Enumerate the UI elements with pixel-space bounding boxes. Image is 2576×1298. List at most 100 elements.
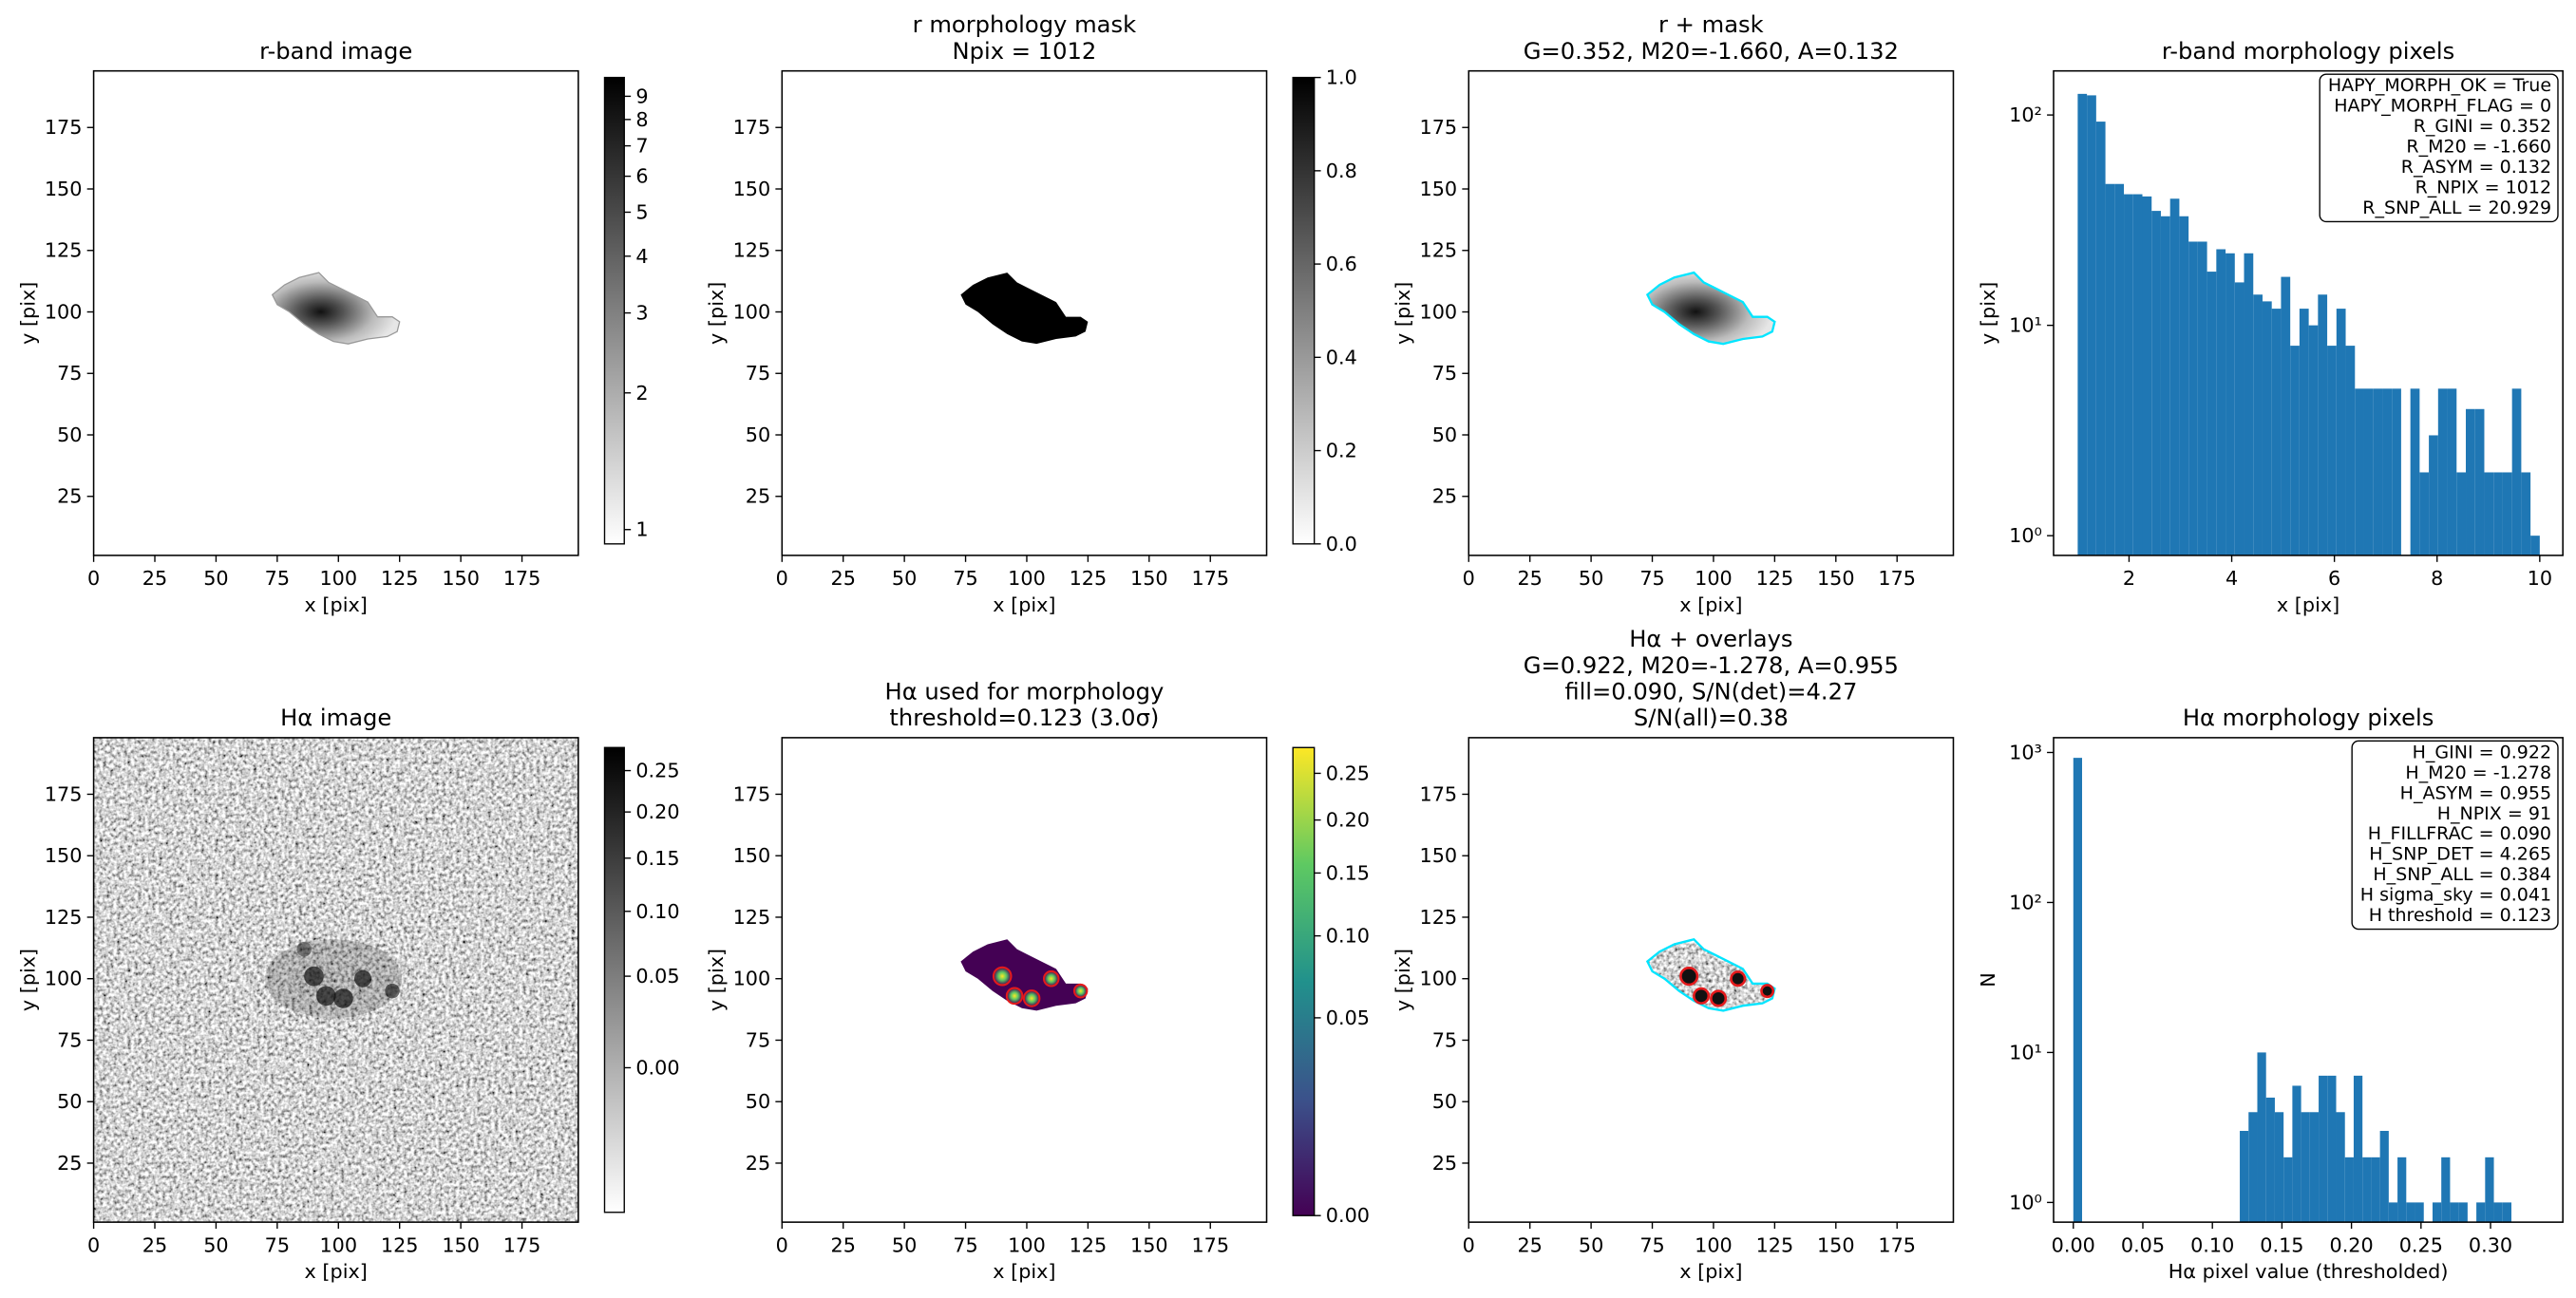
y-tick-label: 150 (45, 844, 83, 867)
bar (2429, 435, 2438, 555)
x-tick-label: 25 (1517, 1233, 1542, 1256)
bar (2450, 1202, 2459, 1223)
y-tick-label: 25 (1432, 485, 1457, 508)
bar (2234, 282, 2245, 555)
panel: 0 25 50 75 100 125 150 175 25 50 75 100 125 150 175 x [… (16, 705, 679, 1283)
colorbar-tick-label: 0.25 (635, 760, 679, 782)
y-tick-label: 125 (1420, 239, 1458, 262)
colorbar-tick-label: 6 (635, 165, 648, 188)
bar (2240, 1131, 2249, 1223)
bar (2160, 216, 2170, 555)
axes-frame (92, 69, 579, 556)
panel-title: Npix = 1012 (953, 38, 1097, 65)
colorbar-tick-label: 7 (635, 135, 648, 158)
colorbar-tick-label: 0.15 (1326, 861, 1370, 884)
y-tick-label: 75 (57, 362, 82, 385)
colorbar (1292, 76, 1316, 545)
y-axis-label: y [pix] (1977, 282, 1999, 345)
x-tick-label: 0 (776, 1233, 788, 1256)
x-tick-label: 100 (319, 1233, 357, 1256)
x-tick-label: 0 (776, 567, 788, 590)
y-tick-label: 50 (1432, 1090, 1457, 1113)
colorbar-tick-label: 0.20 (1326, 809, 1370, 832)
bar (2292, 1085, 2301, 1223)
panel: 0 25 50 75 100 125 150 175 25 50 75 100 125 150 175 x [… (1392, 11, 1955, 616)
x-tick-label: 25 (142, 1233, 167, 1256)
panel: 0.00 0.05 0.10 0.15 0.20 0.25 0.30 10⁰ 10¹ 10² 10³… (1977, 705, 2564, 1283)
bar (2179, 216, 2189, 555)
axes-frame (781, 737, 1268, 1223)
panel: 0 25 50 75 100 125 150 175 25 50 75 100 125 150 175 x [… (1392, 626, 1955, 1283)
x-tick-label: 125 (1070, 1233, 1108, 1256)
colorbar-tick-label: 0.20 (635, 800, 679, 823)
annotation-line: H_NPIX = 91 (2437, 803, 2551, 824)
y-tick-label: 10² (2009, 891, 2042, 913)
x-axis-label: x [pix] (1679, 1260, 1742, 1283)
bar (2318, 294, 2328, 555)
colorbar (1292, 746, 1316, 1216)
x-axis-label: x [pix] (305, 1260, 368, 1283)
image (94, 738, 578, 1222)
y-tick-label: 25 (1432, 1152, 1457, 1175)
bar (2441, 1157, 2451, 1223)
bar (2484, 472, 2494, 555)
x-tick-label: 6 (2328, 567, 2340, 590)
y-tick-label: 75 (746, 362, 770, 385)
y-tick-label: 125 (1420, 906, 1458, 929)
y-tick-label: 100 (733, 301, 771, 324)
bar (2151, 211, 2161, 555)
bar (2216, 249, 2226, 555)
bar (2432, 1202, 2442, 1223)
y-tick-label: 100 (1420, 301, 1458, 324)
annotation-line: H sigma_sky = 0.041 (2360, 885, 2551, 906)
annotation-line: H threshold = 0.123 (2369, 905, 2551, 926)
x-tick-label: 50 (892, 1233, 917, 1256)
y-tick-label: 100 (45, 301, 83, 324)
colorbar-tick-label: 1.0 (1326, 66, 1357, 89)
bar (2327, 346, 2337, 555)
bar (2336, 1112, 2345, 1223)
x-tick-label: 75 (265, 1233, 290, 1256)
y-tick-label: 50 (746, 1090, 770, 1113)
bar (2466, 408, 2475, 555)
x-tick-label: 0 (87, 1233, 100, 1256)
colorbar (603, 746, 625, 1213)
x-tick-label: 0.25 (2399, 1233, 2443, 1256)
panel-title: threshold=0.123 (3.0σ) (889, 705, 1159, 731)
x-axis-label: x [pix] (2277, 593, 2339, 616)
x-tick-label: 0.00 (2052, 1233, 2095, 1256)
panel-title: r + mask (1658, 11, 1764, 38)
colorbar-tick-label: 4 (635, 245, 648, 268)
y-tick-label: 125 (733, 239, 771, 262)
y-tick-label: 75 (746, 1028, 770, 1051)
y-tick-label: 10⁰ (2009, 1191, 2042, 1213)
bar (2379, 1131, 2389, 1223)
x-tick-label: 0.10 (2190, 1233, 2234, 1256)
panel-title: Hα image (280, 705, 391, 731)
bar (2415, 1202, 2424, 1223)
x-tick-label: 125 (1756, 1233, 1794, 1256)
x-tick-label: 100 (1695, 567, 1733, 590)
y-tick-label: 10¹ (2009, 314, 2042, 337)
bar (2388, 1202, 2398, 1223)
y-tick-label: 175 (1420, 116, 1458, 139)
x-tick-label: 0 (1463, 567, 1475, 590)
axes-frame (1468, 69, 1955, 556)
bar (2073, 758, 2083, 1223)
bar (2493, 472, 2503, 555)
x-tick-label: 175 (503, 1233, 541, 1256)
bar (2419, 472, 2430, 555)
bar (2207, 272, 2217, 555)
y-tick-label: 75 (57, 1028, 82, 1051)
bar (2355, 388, 2364, 555)
bar (2095, 122, 2106, 555)
x-tick-label: 25 (142, 567, 167, 590)
colorbar (603, 76, 625, 545)
panel-title: Hα + overlays (1629, 626, 1792, 652)
x-axis-label: Hα pixel value (thresholded) (2169, 1260, 2449, 1283)
y-tick-label: 150 (733, 844, 771, 867)
bar (2476, 1202, 2486, 1223)
colorbar-tick-label: 0.05 (1326, 1006, 1370, 1029)
